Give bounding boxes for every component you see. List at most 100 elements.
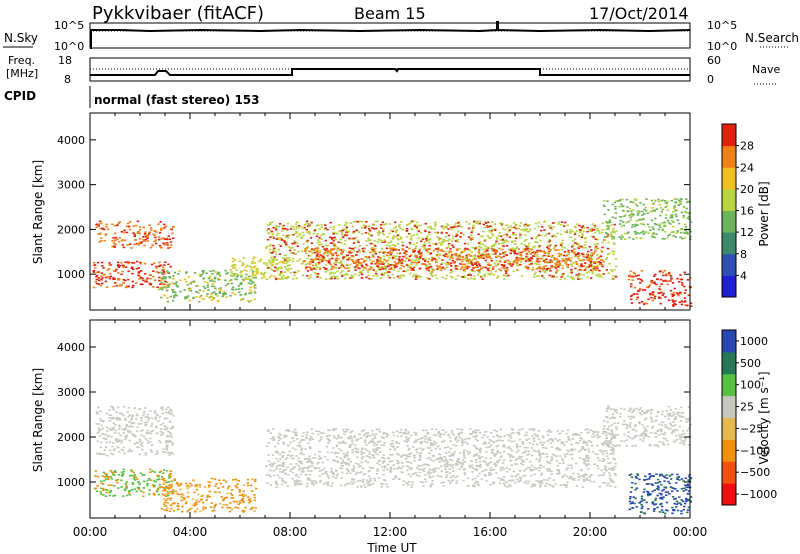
power-y-axis-label: Slant Range [km]: [31, 160, 45, 264]
velocity-colorbar-tick-label: 25: [740, 401, 754, 414]
noise-strip: N.Sky 10^5 10^0 10^5 10^0 N.Search: [3, 19, 799, 53]
nave-label: Nave: [752, 63, 780, 76]
velocity-colorbar-segment: [722, 417, 736, 440]
x-tick-label: 00:00: [673, 525, 708, 539]
cpid-value: normal (fast stereo) 153: [94, 93, 260, 107]
power-echo-region: [302, 247, 605, 272]
velocity-colorbar-tick-label: −25: [740, 422, 763, 435]
power-echo-region: [157, 269, 258, 303]
power-echo-region: [602, 198, 692, 240]
power-echo-region: [229, 256, 292, 281]
velocity-colorbar-segment: [722, 439, 736, 462]
power-echo-region: [95, 220, 175, 249]
velocity-echo-region: [95, 405, 175, 457]
power-ytick-label: 3000: [57, 179, 85, 192]
frequency-strip: Freq. [MHz] 18 8 60 0 Nave: [6, 54, 780, 86]
velocity-echo-region: [628, 473, 693, 515]
velocity-echo-region: [602, 405, 692, 448]
velocity-colorbar-segment: [722, 351, 736, 375]
power-colorbar-tick-label: 12: [740, 226, 754, 239]
power-colorbar-segment: [722, 253, 736, 276]
beam-label: Beam 15: [354, 4, 426, 23]
power-echo-region: [627, 269, 693, 307]
power-data-layer: [92, 198, 693, 307]
freq-label: Freq.: [8, 54, 35, 67]
velocity-panel: 1000 2000 3000 4000 00:00 04:00 08:00 12:00 16:0…: [31, 319, 777, 554]
power-colorbar-segment: [722, 124, 736, 147]
power-ytick-label: 2000: [57, 223, 85, 236]
velocity-panel-frame: [89, 319, 691, 519]
nave-tick-top: 60: [707, 54, 721, 67]
velocity-ytick-label: 3000: [57, 386, 85, 399]
velocity-echo-region: [93, 468, 175, 497]
velocity-y-axis-label: Slant Range [km]: [31, 368, 45, 472]
power-axes: 1000 2000 3000 4000: [57, 113, 691, 310]
cpid-label: CPID: [4, 89, 36, 103]
velocity-ytick-label: 1000: [57, 476, 85, 489]
noise-right-tick-top: 10^5: [707, 19, 737, 32]
noise-sky-trace: [90, 21, 691, 49]
power-colorbar-segment: [722, 188, 736, 211]
n-sky-label: N.Sky: [4, 31, 38, 45]
noise-strip-frame: [89, 22, 691, 49]
power-echo-region: [265, 220, 618, 281]
velocity-colorbar-tick-label: −100: [740, 444, 770, 457]
velocity-colorbar-tick-label: 1000: [740, 335, 768, 348]
velocity-ytick-label: 2000: [57, 431, 85, 444]
x-axis-label: Time UT: [366, 541, 417, 554]
power-colorbar-segment: [722, 145, 736, 168]
power-colorbar-segment: [722, 167, 736, 190]
velocity-colorbar-segment: [722, 373, 736, 397]
power-panel: 1000 2000 3000 4000 Slant Range [km] 4 8 12 16…: [31, 112, 771, 311]
velocity-colorbar: 1000 500 100 25 −25 −100 −500 −1000: [721, 329, 777, 506]
noise-right-tick-bottom: 10^0: [707, 40, 737, 53]
x-tick-label: 20:00: [573, 525, 608, 539]
power-colorbar-tick-label: 8: [740, 248, 747, 261]
velocity-colorbar-segment: [722, 395, 736, 418]
velocity-echo-region: [160, 477, 258, 513]
freq-tick-bottom: 8: [64, 73, 71, 86]
x-tick-label: 04:00: [173, 525, 208, 539]
velocity-colorbar-tick-label: −1000: [740, 488, 777, 501]
power-colorbar-tick-label: 4: [740, 269, 747, 282]
n-search-label: N.Search: [745, 31, 799, 45]
power-panel-frame: [89, 112, 691, 311]
velocity-colorbar-title: Velocity [m s⁻¹]: [757, 371, 771, 464]
x-tick-label: 00:00: [73, 525, 108, 539]
velocity-echo-region: [265, 428, 618, 489]
power-colorbar-tick-label: 28: [740, 140, 754, 153]
power-colorbar-segment: [722, 275, 736, 298]
power-colorbar-tick-label: 20: [740, 183, 754, 196]
radar-title: Pykkvibaer (fitACF): [92, 3, 264, 24]
date-label: 17/Oct/2014: [589, 4, 689, 23]
velocity-colorbar-tick-label: −500: [740, 466, 770, 479]
velocity-data-layer: [93, 405, 693, 515]
power-colorbar-title: Power [dB]: [757, 181, 771, 246]
velocity-colorbar-tick-label: 100: [740, 379, 761, 392]
velocity-colorbar-tick-label: 500: [740, 357, 761, 370]
noise-left-tick-bottom: 10^0: [54, 40, 84, 53]
velocity-colorbar-segment: [722, 483, 736, 506]
nave-tick-bottom: 0: [707, 73, 714, 86]
power-colorbar-segment: [722, 232, 736, 255]
power-ytick-label: 1000: [57, 268, 85, 281]
velocity-colorbar-segment: [722, 461, 736, 484]
power-colorbar-tick-label: 16: [740, 205, 754, 218]
x-tick-label: 08:00: [273, 525, 308, 539]
noise-left-tick-top: 10^5: [54, 19, 84, 32]
x-tick-label: 12:00: [373, 525, 408, 539]
velocity-ytick-label: 4000: [57, 341, 85, 354]
power-echo-region: [92, 260, 172, 289]
frequency-trace: [90, 68, 690, 76]
power-ytick-label: 4000: [57, 134, 85, 147]
power-colorbar-segment: [722, 210, 736, 233]
power-colorbar-tick-label: 24: [740, 161, 754, 174]
velocity-colorbar-segment: [722, 330, 736, 353]
power-colorbar: 4 8 12 16 20 24 28: [721, 123, 754, 298]
velocity-axes: 1000 2000 3000 4000 00:00 04:00 08:00 12:00 16:0…: [57, 320, 707, 539]
x-tick-label: 16:00: [473, 525, 508, 539]
velocity-colorbar-frame: [721, 329, 737, 506]
freq-tick-top: 18: [58, 54, 72, 67]
mhz-label: [MHz]: [6, 67, 38, 80]
